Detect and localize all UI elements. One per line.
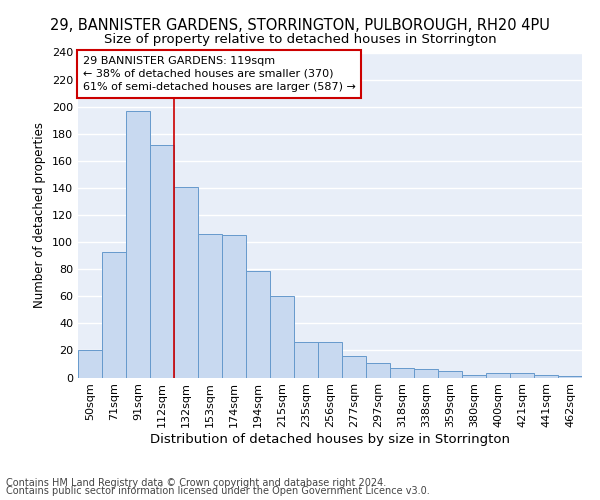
Text: Contains public sector information licensed under the Open Government Licence v3: Contains public sector information licen… [6,486,430,496]
Bar [438,370,462,378]
Bar [558,376,582,378]
X-axis label: Distribution of detached houses by size in Storrington: Distribution of detached houses by size … [150,433,510,446]
Bar [102,252,126,378]
Text: 29, BANNISTER GARDENS, STORRINGTON, PULBOROUGH, RH20 4PU: 29, BANNISTER GARDENS, STORRINGTON, PULB… [50,18,550,32]
Bar [414,370,438,378]
Bar [486,374,510,378]
Bar [318,342,342,378]
Bar [366,362,390,378]
Y-axis label: Number of detached properties: Number of detached properties [34,122,46,308]
Bar [198,234,222,378]
Bar [510,374,534,378]
Text: 29 BANNISTER GARDENS: 119sqm
← 38% of detached houses are smaller (370)
61% of s: 29 BANNISTER GARDENS: 119sqm ← 38% of de… [83,56,356,92]
Bar [390,368,414,378]
Bar [342,356,366,378]
Text: Size of property relative to detached houses in Storrington: Size of property relative to detached ho… [104,32,496,46]
Bar [78,350,102,378]
Bar [246,270,270,378]
Bar [462,375,486,378]
Bar [126,110,150,378]
Bar [270,296,294,378]
Bar [174,186,198,378]
Bar [150,144,174,378]
Bar [222,236,246,378]
Text: Contains HM Land Registry data © Crown copyright and database right 2024.: Contains HM Land Registry data © Crown c… [6,478,386,488]
Bar [534,375,558,378]
Bar [294,342,318,378]
